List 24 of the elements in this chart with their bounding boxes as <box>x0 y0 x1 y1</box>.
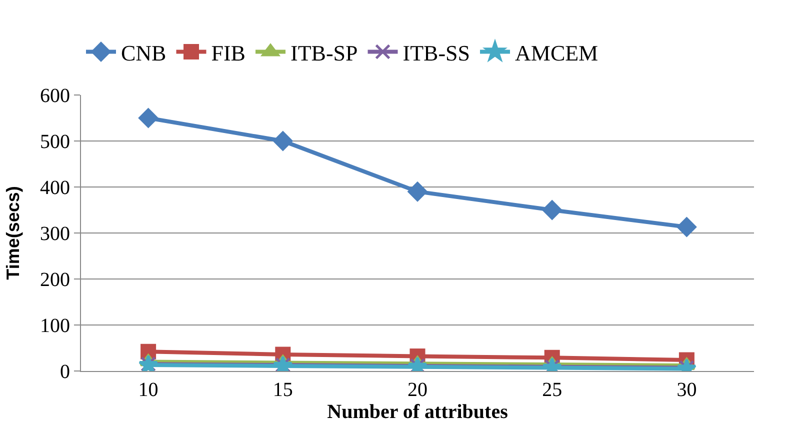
y-tick-label: 100 <box>40 315 70 337</box>
point <box>408 182 428 202</box>
point <box>677 217 696 237</box>
x-tick-label: 30 <box>676 379 697 401</box>
point <box>138 108 158 128</box>
legend-label: CNB <box>121 40 166 66</box>
y-tick-label: 400 <box>40 177 70 199</box>
legend-label: AMCEM <box>515 40 598 66</box>
y-tick-label: 500 <box>40 131 70 153</box>
x-tick-label: 25 <box>542 379 562 401</box>
y-tick-label: 300 <box>40 223 70 245</box>
x-axis-title: Number of attributes <box>327 401 508 423</box>
legend-label: ITB-SS <box>402 40 470 66</box>
legend-label: ITB-SP <box>290 40 358 66</box>
x-tick-label: 10 <box>138 379 158 401</box>
y-tick-label: 200 <box>40 269 70 291</box>
y-tick-label: 600 <box>40 85 70 107</box>
y-axis-title: Time(secs) <box>3 186 24 280</box>
x-tick-label: 20 <box>408 379 428 401</box>
y-tick-label: 0 <box>60 361 70 383</box>
x-tick-label: 15 <box>272 379 293 401</box>
point <box>542 200 562 220</box>
point <box>273 131 293 151</box>
legend-label: FIB <box>211 40 246 66</box>
